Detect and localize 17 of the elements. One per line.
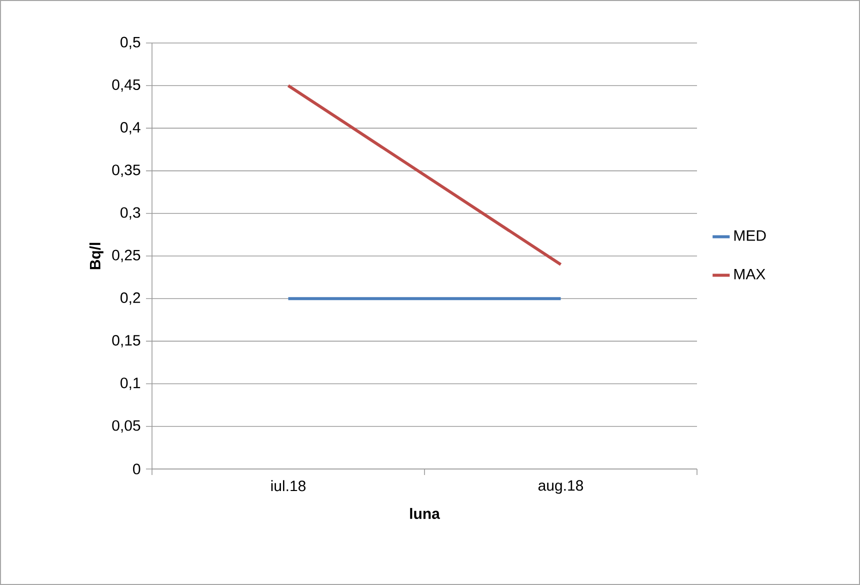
y-tick-label: 0,5: [120, 36, 140, 50]
y-tick-label: 0,25: [112, 250, 140, 262]
y-tick-label: 0: [133, 464, 140, 474]
x-tick-label: iul.18: [271, 480, 306, 492]
legend-label: MAX: [734, 268, 766, 280]
y-tick-label: 0,45: [112, 79, 140, 92]
y-axis-title: Bq/l: [89, 242, 104, 270]
y-tick-label: 0,3: [120, 207, 140, 220]
y-tick-label: 0,05: [112, 420, 140, 433]
y-tick-label: 0,2: [120, 292, 140, 305]
y-tick-label: 0,35: [112, 164, 140, 177]
legend-label: MED: [734, 230, 766, 241]
x-tick-label: aug.18: [538, 480, 584, 494]
y-tick-label: 0,4: [120, 122, 140, 134]
y-tick-label: 0,1: [120, 378, 140, 390]
y-tick-label: 0,15: [112, 334, 140, 348]
x-axis-title: luna: [410, 508, 440, 519]
